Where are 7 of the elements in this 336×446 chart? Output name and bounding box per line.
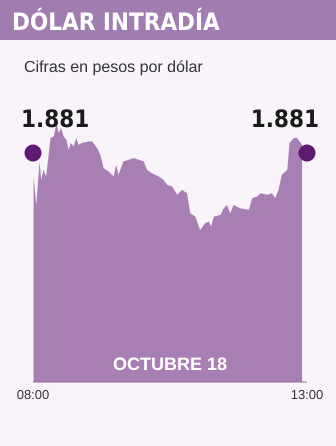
annotation: 1.881 xyxy=(21,105,90,134)
chart-title: DÓLAR INTRADÍA xyxy=(12,7,220,36)
chart-subtitle: Cifras en pesos por dólar xyxy=(24,59,204,76)
annotation: OCTUBRE 18 xyxy=(112,354,228,374)
annotation: 1.881 xyxy=(250,105,319,134)
x-tick-label: 13:00 xyxy=(290,387,324,402)
x-tick-label: 08:00 xyxy=(16,387,50,402)
